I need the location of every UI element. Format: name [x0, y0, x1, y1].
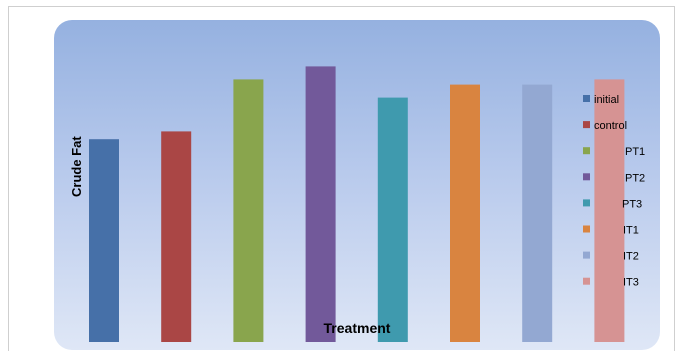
- legend-swatch-pt1: [583, 147, 590, 155]
- bar-it3: [594, 79, 625, 343]
- legend-label-it2: IT2: [623, 251, 639, 263]
- legend-label-pt1: PT1: [625, 146, 645, 158]
- legend: initial control PT1 PT2 PT3 IT1 IT2 IT3: [583, 94, 645, 289]
- legend-swatch-it3: [583, 277, 590, 285]
- bar-pt1: [233, 79, 264, 343]
- legend-swatch-control: [583, 121, 590, 129]
- bar-it1: [450, 84, 480, 342]
- bar-pt3: [377, 97, 408, 342]
- legend-label-it3: IT3: [623, 277, 639, 289]
- legend-swatch-pt3: [583, 199, 590, 207]
- plot-area: [54, 20, 660, 350]
- legend-label-pt3: PT3: [622, 198, 642, 210]
- legend-swatch-it1: [583, 225, 590, 233]
- legend-swatch-initial: [583, 95, 590, 102]
- bar-control: [161, 131, 192, 342]
- bar-pt2: [305, 66, 336, 343]
- y-axis-label: Crude Fat: [69, 136, 84, 197]
- bars-group: [89, 66, 625, 343]
- legend-swatch-it2: [583, 251, 590, 259]
- legend-label-pt2: PT2: [625, 172, 645, 184]
- x-axis-label: Treatment: [324, 320, 391, 336]
- legend-label-control: control: [594, 120, 627, 132]
- bar-initial: [89, 139, 119, 342]
- bar-it2: [522, 84, 553, 342]
- legend-label-it1: IT1: [623, 225, 639, 237]
- legend-label-initial: initial: [594, 94, 619, 106]
- legend-swatch-pt2: [583, 173, 590, 181]
